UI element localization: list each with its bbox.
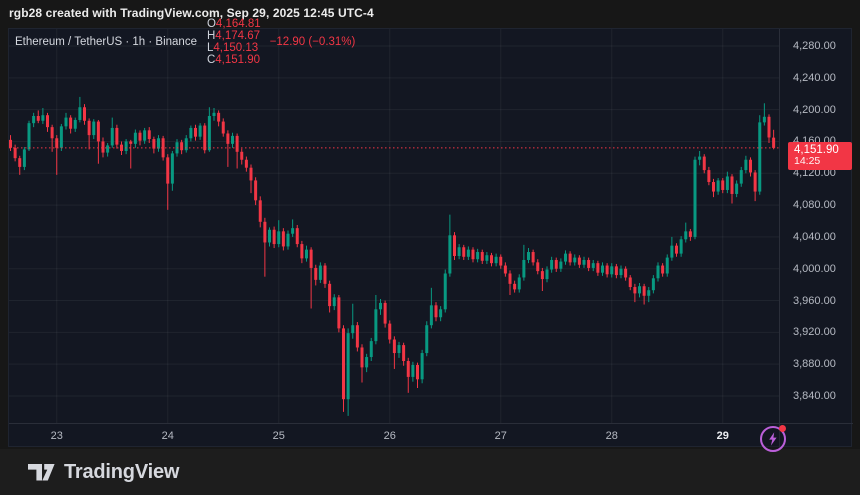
time-tick-23: 23 bbox=[50, 430, 63, 442]
tradingview-mark-icon bbox=[28, 463, 55, 480]
price-tick-4200: 4,200.00 bbox=[793, 103, 836, 116]
notification-dot bbox=[779, 425, 786, 432]
price-tick-3920: 3,920.00 bbox=[793, 326, 836, 339]
time-axis[interactable]: 23 24 25 26 27 28 29 bbox=[9, 423, 779, 448]
grid-layer bbox=[9, 29, 779, 423]
price-tick-3880: 3,880.00 bbox=[793, 358, 836, 371]
snapshot-caption: rgb28 created with TradingView.com, Sep … bbox=[9, 6, 374, 20]
candles-layer bbox=[9, 96, 776, 416]
price-tick-4040: 4,040.00 bbox=[793, 230, 836, 243]
chart-legend[interactable]: Ethereum / TetherUS · 1h · Binance O 4,16… bbox=[15, 18, 356, 66]
ohlc-c: C 4,151.90 bbox=[206, 54, 261, 66]
price-axis[interactable]: 4,151.90 14:25 4,280.00 4,240.00 4,200.00 4… bbox=[779, 29, 853, 423]
price-tick-3960: 3,960.00 bbox=[793, 294, 836, 307]
last-price-tag: 4,151.90 14:25 bbox=[788, 141, 852, 170]
flash-ideas-button[interactable] bbox=[760, 425, 786, 452]
time-tick-25: 25 bbox=[272, 430, 285, 442]
ohlc-o: O 4,164.81 bbox=[206, 18, 261, 30]
price-tick-4080: 4,080.00 bbox=[793, 199, 836, 212]
price-tick-4240: 4,240.00 bbox=[793, 71, 836, 84]
axis-corner bbox=[779, 423, 853, 448]
price-tick-4120: 4,120.00 bbox=[793, 167, 836, 180]
time-tick-24: 24 bbox=[161, 430, 174, 442]
tradingview-logo[interactable]: TradingView bbox=[28, 461, 179, 484]
tradingview-wordmark: TradingView bbox=[64, 460, 180, 483]
candlestick-chart[interactable] bbox=[9, 29, 779, 423]
price-tick-3840: 3,840.00 bbox=[793, 390, 836, 402]
time-tick-28: 28 bbox=[605, 430, 618, 442]
time-tick-29: 29 bbox=[716, 430, 729, 442]
chart-widget: Ethereum / TetherUS · 1h · Binance O 4,16… bbox=[8, 18, 853, 452]
bar-countdown: 14:25 bbox=[794, 154, 821, 167]
chart-canvas[interactable] bbox=[9, 29, 779, 423]
price-tick-4000: 4,000.00 bbox=[793, 262, 836, 275]
footer-bar: TradingView bbox=[0, 449, 860, 495]
symbol-title[interactable]: Ethereum / TetherUS · 1h · Binance bbox=[15, 36, 197, 48]
price-tick-4280: 4,280.00 bbox=[793, 40, 836, 52]
change-value: −12.90 (−0.31%) bbox=[269, 36, 356, 48]
ohlc-values: O 4,164.81 H 4,174.67 L 4,150.13 C 4,151.90 bbox=[207, 18, 268, 66]
ohlc-h: H 4,174.67 bbox=[206, 30, 261, 42]
time-tick-26: 26 bbox=[383, 430, 396, 442]
last-price: 4,151.90 bbox=[794, 143, 839, 156]
ohlc-l: L 4,150.13 bbox=[206, 42, 259, 54]
lightning-icon bbox=[769, 432, 777, 446]
time-tick-27: 27 bbox=[494, 430, 507, 442]
